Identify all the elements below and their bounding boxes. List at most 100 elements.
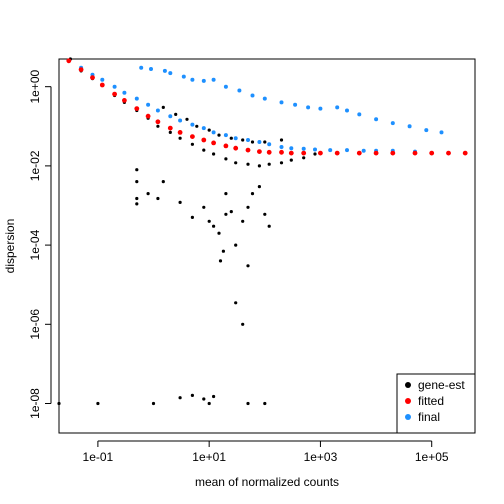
gene-est-point <box>156 197 159 200</box>
gene-est-point <box>224 213 227 216</box>
gene-est-point <box>234 244 237 247</box>
final-point <box>318 107 322 111</box>
gene-est-point <box>162 180 165 183</box>
gene-est-point <box>212 152 215 155</box>
gene-est-point <box>241 138 244 141</box>
x-axis-label: mean of normalized counts <box>195 475 339 489</box>
fitted-point <box>279 150 284 155</box>
gene-est-point <box>96 402 99 405</box>
y-tick-label: 1e-08 <box>28 388 42 419</box>
gene-est-point <box>135 197 138 200</box>
gene-est-point <box>208 402 211 405</box>
final-point <box>135 97 139 101</box>
final-point <box>190 78 194 82</box>
final-point <box>263 97 267 101</box>
gene-est-point <box>57 402 60 405</box>
fitted-point <box>224 144 229 149</box>
fitted-point <box>201 138 206 143</box>
final-point <box>345 148 349 152</box>
gene-est-point <box>202 397 205 400</box>
final-point <box>202 79 206 83</box>
final-point <box>357 112 361 116</box>
gene-est-point <box>246 264 249 267</box>
fitted-point <box>446 151 451 156</box>
gene-est-point <box>169 131 172 134</box>
gene-est-point <box>191 143 194 146</box>
final-point <box>190 123 194 127</box>
gene-est-point <box>258 185 261 188</box>
gene-est-point <box>268 225 271 228</box>
fitted-point <box>267 150 272 155</box>
gene-est-point <box>152 402 155 405</box>
gene-est-point <box>224 192 227 195</box>
gene-est-point <box>135 202 138 205</box>
gene-est-point <box>302 156 305 159</box>
final-point <box>345 109 349 113</box>
final-point <box>139 66 143 70</box>
gene-est-point <box>263 213 266 216</box>
legend-final-label: final <box>418 410 440 424</box>
final-point <box>391 121 395 125</box>
gene-est-point <box>280 161 283 164</box>
final-point <box>313 148 317 152</box>
fitted-point <box>233 146 238 151</box>
legend-gene-est-label: gene-est <box>418 378 465 392</box>
gene-est-point <box>174 113 177 116</box>
gene-est-point <box>179 396 182 399</box>
x-tick-label: 1e+01 <box>192 450 226 464</box>
final-point <box>408 124 412 128</box>
points-layer <box>57 57 467 405</box>
fitted-point <box>429 151 434 156</box>
gene-est-point <box>313 152 316 155</box>
final-point <box>237 89 241 93</box>
final-point <box>280 145 284 149</box>
final-point <box>306 105 310 109</box>
gene-est-point <box>241 220 244 223</box>
gene-est-point <box>251 140 254 143</box>
fitted-point <box>122 98 127 103</box>
legend: gene-est fitted final <box>397 374 475 433</box>
gene-est-point <box>212 395 215 398</box>
gene-est-point <box>246 206 249 209</box>
gene-est-point <box>212 225 215 228</box>
y-axis-label: dispersion <box>3 219 17 274</box>
final-point <box>224 133 228 137</box>
fitted-point <box>374 151 379 156</box>
gene-est-point <box>162 106 165 109</box>
gene-est-point <box>135 180 138 183</box>
fitted-point <box>211 141 216 146</box>
fitted-point <box>335 151 340 156</box>
final-point <box>328 148 332 152</box>
gene-est-point <box>234 161 237 164</box>
fitted-point <box>390 151 395 156</box>
gene-est-point <box>222 250 225 253</box>
gene-est-point <box>208 129 211 132</box>
y-tick-label: 1e-04 <box>28 229 42 260</box>
x-tick-label: 1e+03 <box>304 450 338 464</box>
fitted-point <box>357 151 362 156</box>
final-point <box>156 109 160 113</box>
final-point <box>163 69 167 73</box>
fitted-point <box>190 134 195 139</box>
gene-est-point <box>241 323 244 326</box>
final-point <box>212 130 216 134</box>
gene-est-point <box>179 137 182 140</box>
final-point <box>289 146 293 150</box>
gene-est-point <box>191 216 194 219</box>
final-point <box>122 91 126 95</box>
final-point <box>182 75 186 79</box>
gene-est-point <box>246 163 249 166</box>
final-point <box>212 78 216 82</box>
gene-est-point <box>263 140 266 143</box>
fitted-point <box>246 148 251 153</box>
gene-est-point <box>208 220 211 223</box>
final-point <box>234 136 238 140</box>
gene-est-point <box>251 192 254 195</box>
fitted-point <box>134 106 139 111</box>
gene-est-point <box>195 125 198 128</box>
final-point <box>224 85 228 89</box>
final-point <box>440 130 444 134</box>
y-axis: 1e-081e-061e-041e-021e+00 <box>28 70 51 419</box>
fitted-point <box>90 75 95 80</box>
legend-gene-est-marker <box>405 382 411 388</box>
